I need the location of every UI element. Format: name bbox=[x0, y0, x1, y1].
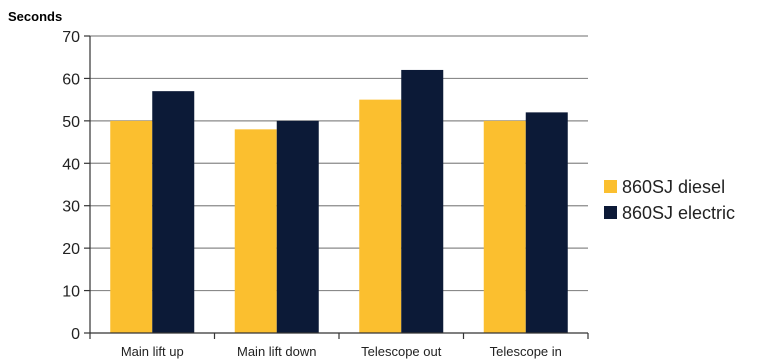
bar-telescope-in-860sj-diesel bbox=[483, 120, 526, 333]
x-tick-label: Telescope in bbox=[490, 344, 562, 359]
bar-telescope-in-860sj-electric bbox=[525, 112, 568, 333]
y-axis-title: Seconds bbox=[8, 9, 62, 24]
y-tick-label: 20 bbox=[62, 241, 80, 258]
y-tick-label: 10 bbox=[62, 284, 80, 301]
y-tick-label: 70 bbox=[62, 29, 80, 46]
legend-swatch bbox=[604, 206, 617, 219]
legend-swatch bbox=[604, 180, 617, 193]
y-tick-label: 30 bbox=[62, 199, 80, 216]
y-tick-label: 0 bbox=[71, 326, 80, 343]
bar-main-lift-up-860sj-electric bbox=[152, 91, 195, 334]
legend: 860SJ diesel 860SJ electric bbox=[604, 177, 735, 223]
legend-label: 860SJ electric bbox=[622, 203, 735, 223]
bar-telescope-out-860sj-diesel bbox=[359, 99, 402, 334]
legend-label: 860SJ diesel bbox=[622, 177, 725, 197]
y-tick-label: 60 bbox=[62, 71, 80, 88]
bar-main-lift-up-860sj-diesel bbox=[110, 120, 153, 333]
bar-main-lift-down-860sj-diesel bbox=[234, 129, 277, 333]
y-tick-label: 40 bbox=[62, 156, 80, 173]
bars bbox=[110, 69, 568, 334]
x-tick-label: Telescope out bbox=[361, 344, 442, 359]
y-tick-label: 50 bbox=[62, 114, 80, 131]
x-axis: Main lift up Main lift down Telescope out T… bbox=[89, 332, 589, 359]
bar-telescope-out-860sj-electric bbox=[401, 69, 444, 333]
x-tick-label: Main lift down bbox=[237, 344, 316, 359]
x-tick-label: Main lift up bbox=[121, 344, 184, 359]
y-axis: 0 10 20 30 40 50 60 70 bbox=[62, 29, 91, 343]
bar-main-lift-down-860sj-electric bbox=[276, 120, 319, 333]
